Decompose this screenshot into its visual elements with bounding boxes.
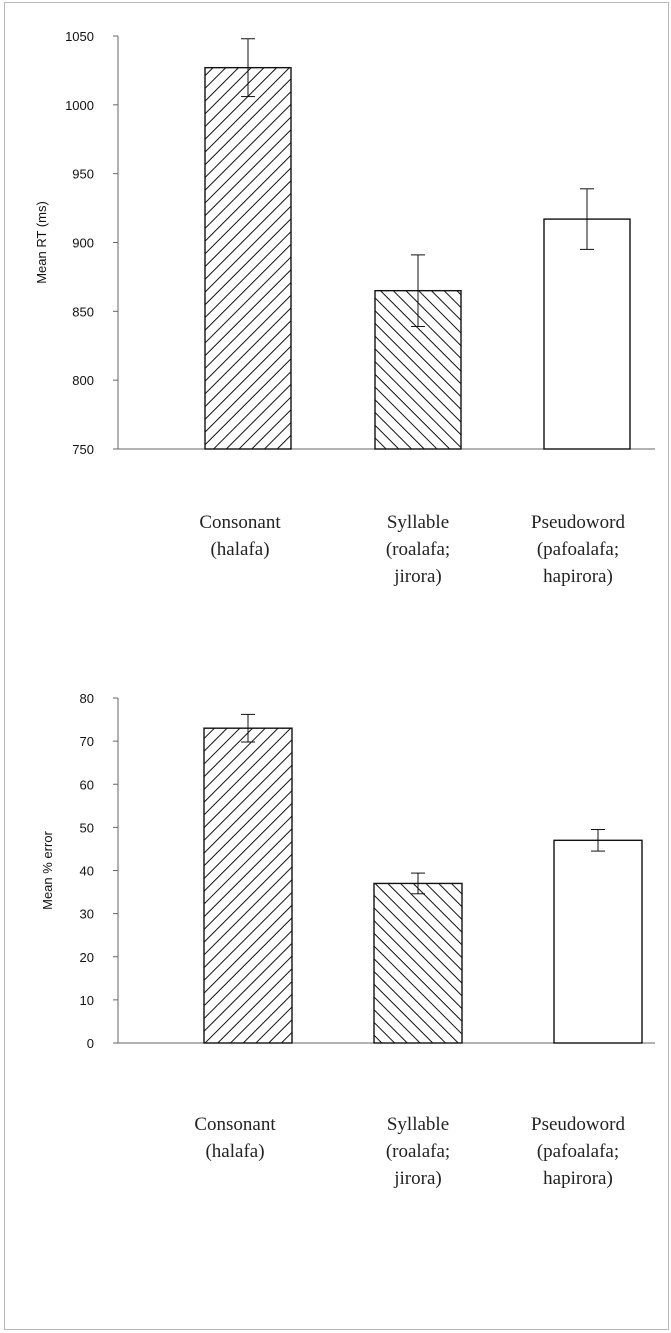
error-bar-2 (591, 829, 605, 852)
y-tick-label: 50 (80, 820, 94, 835)
category-label: (halafa) (210, 539, 269, 560)
y-tick-label: 40 (80, 864, 94, 879)
category-label: (pafoalafa; (537, 1141, 619, 1162)
bar-2 (543, 218, 631, 450)
category-label: jirora) (393, 566, 441, 587)
category-label: Consonant (194, 1114, 276, 1135)
category-label: Consonant (199, 512, 281, 533)
figure-frame (4, 2, 669, 1330)
category-label: jirora) (393, 1168, 441, 1189)
category-label: (roalafa; (386, 1141, 450, 1162)
y-tick-label: 20 (80, 950, 94, 965)
y-tick-label: 950 (72, 167, 94, 182)
error-bar-1 (411, 872, 425, 895)
y-tick-label: 70 (80, 734, 94, 749)
y-tick-label: 80 (80, 691, 94, 706)
y-tick-label: 0 (87, 1036, 94, 1051)
y-tick-label: 10 (80, 993, 94, 1008)
category-label: hapirora) (543, 566, 613, 587)
error-bar-0 (241, 38, 255, 98)
category-label: hapirora) (543, 1168, 613, 1189)
category-label: (roalafa; (386, 539, 450, 560)
rt-chart: 750 800 850 900 950 1000 1050 Mean RT (ms) Conso… (34, 29, 655, 587)
error-chart: 0 10 20 30 40 50 60 70 80 Mean % error Consonant (h… (40, 691, 655, 1189)
y-tick-label: 800 (72, 373, 94, 388)
error-bar-2 (580, 188, 594, 250)
error-bar-0 (241, 713, 255, 743)
y-tick-label: 1050 (65, 29, 94, 44)
y-tick-label: 900 (72, 236, 94, 251)
y-tick-label: 750 (72, 442, 94, 457)
bar-1 (373, 882, 463, 1044)
category-label: Syllable (387, 512, 449, 533)
bar-2 (553, 839, 643, 1044)
bar-0 (203, 727, 293, 1044)
category-label: (pafoalafa; (537, 539, 619, 560)
y-tick-label: 1000 (65, 98, 94, 113)
category-label: Syllable (387, 1114, 449, 1135)
y-axis-label: Mean % error (40, 830, 55, 909)
bar-0 (204, 66, 292, 450)
error-bar-1 (411, 254, 425, 327)
y-tick-label: 850 (72, 304, 94, 319)
y-tick-label: 60 (80, 777, 94, 792)
category-label: Pseudoword (531, 1114, 625, 1135)
category-label: (halafa) (205, 1141, 264, 1162)
y-axis-label: Mean RT (ms) (34, 201, 49, 284)
category-label: Pseudoword (531, 512, 625, 533)
y-tick-label: 30 (80, 907, 94, 922)
